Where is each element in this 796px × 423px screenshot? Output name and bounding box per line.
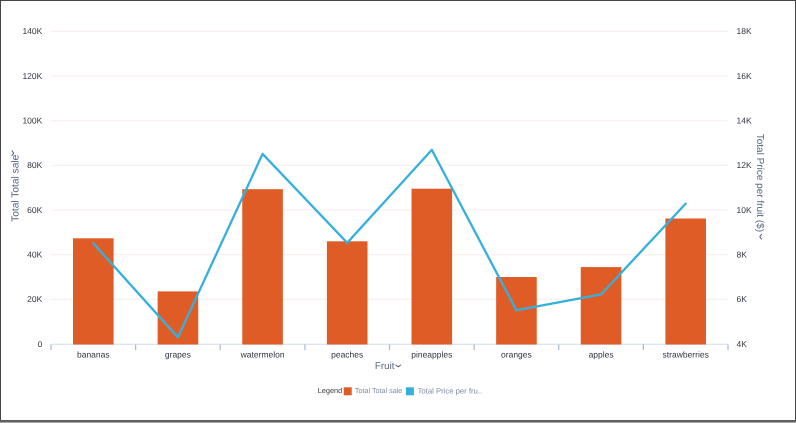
svg-text:10K: 10K [737,205,752,215]
svg-text:60K: 60K [27,205,42,215]
svg-text:4K: 4K [737,339,748,349]
svg-text:apples: apples [589,350,614,360]
svg-text:120K: 120K [22,71,42,81]
svg-text:Total Price per fru..: Total Price per fru.. [418,386,483,395]
svg-text:Total Price per fruit ($): Total Price per fruit ($) [754,134,765,232]
svg-text:bananas: bananas [77,350,110,360]
svg-text:Fruit: Fruit [375,361,395,372]
svg-text:Legend: Legend [318,386,343,395]
svg-text:14K: 14K [737,116,752,126]
svg-text:40K: 40K [27,250,42,260]
svg-text:20K: 20K [27,294,42,304]
svg-text:oranges: oranges [501,350,532,360]
svg-text:18K: 18K [737,26,752,36]
svg-text:pineapples: pineapples [411,350,452,360]
svg-text:100K: 100K [22,116,42,126]
svg-text:80K: 80K [27,160,42,170]
svg-text:0: 0 [38,339,43,349]
svg-text:strawberries: strawberries [663,350,709,360]
svg-text:8K: 8K [737,250,748,260]
svg-text:12K: 12K [737,160,752,170]
svg-text:6K: 6K [737,294,748,304]
svg-text:16K: 16K [737,71,752,81]
svg-text:grapes: grapes [165,350,191,360]
svg-text:watermelon: watermelon [240,350,285,360]
svg-text:peaches: peaches [331,350,363,360]
svg-text:Total Total sale: Total Total sale [355,386,402,395]
svg-text:Total Total sale: Total Total sale [10,154,21,222]
svg-text:140K: 140K [22,26,42,36]
